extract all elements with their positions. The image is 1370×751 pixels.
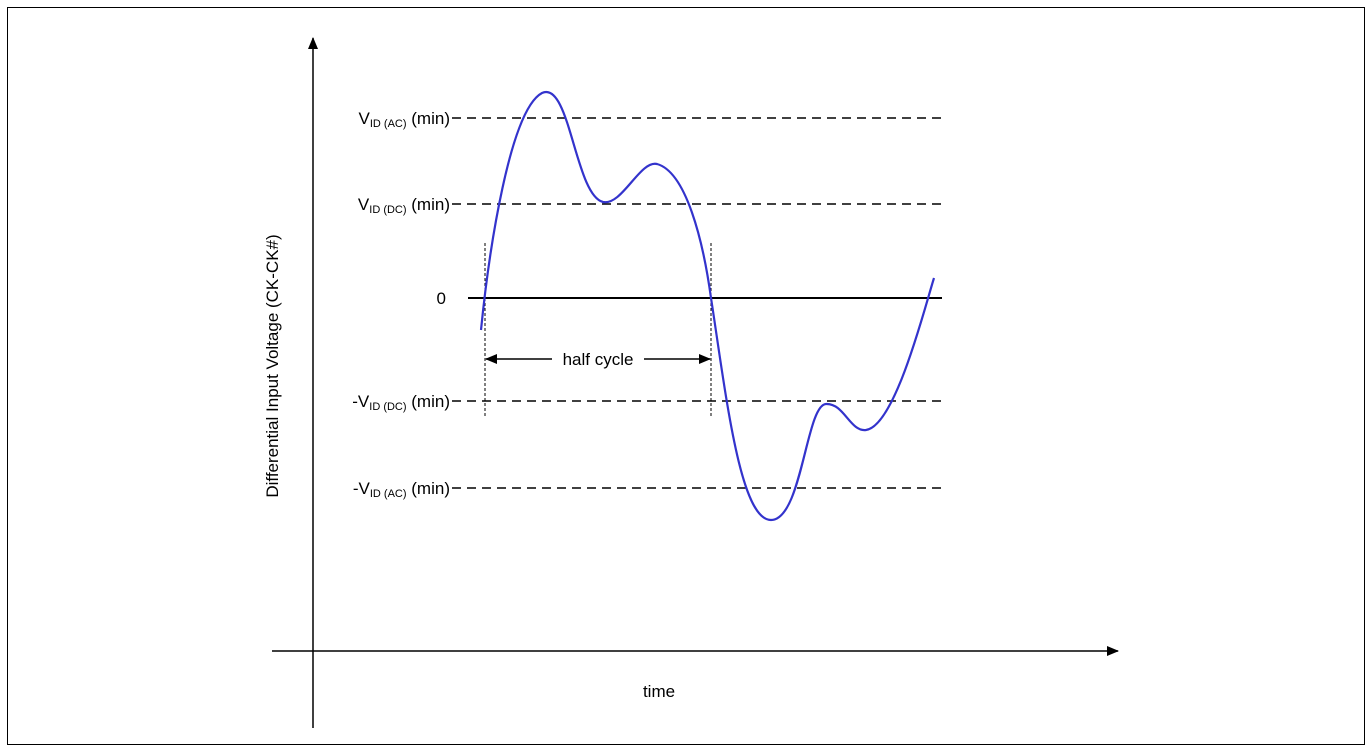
clock-waveform [479,91,936,522]
vid-dc-pos-label: VID (DC) (min) [358,195,450,216]
x-axis-label: time [643,682,675,701]
y-axis-label: Differential Input Voltage (CK-CK#) [263,234,282,497]
vid-dc-neg-label: -VID (DC) (min) [352,392,450,413]
half-cycle-label: half cycle [563,350,634,369]
vid-ac-neg-label: -VID (AC) (min) [353,479,450,500]
figure-frame [7,7,1365,745]
vid-ac-pos-label: VID (AC) (min) [359,109,450,130]
zero-label: 0 [437,289,446,308]
